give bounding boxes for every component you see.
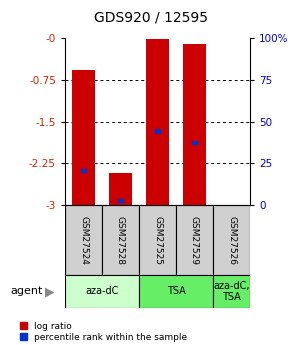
Bar bbox=[155, 129, 160, 132]
Bar bbox=[102, 205, 139, 275]
Bar bbox=[139, 205, 176, 275]
Bar bbox=[213, 275, 250, 308]
Text: ▶: ▶ bbox=[45, 285, 55, 298]
Legend: log ratio, percentile rank within the sample: log ratio, percentile rank within the sa… bbox=[20, 322, 187, 342]
Text: GDS920 / 12595: GDS920 / 12595 bbox=[95, 10, 208, 24]
Bar bbox=[146, 39, 168, 205]
Text: GSM27529: GSM27529 bbox=[190, 216, 199, 265]
Bar bbox=[183, 43, 206, 205]
Text: aza-dC: aza-dC bbox=[85, 286, 119, 296]
Bar bbox=[65, 205, 102, 275]
Bar bbox=[213, 205, 250, 275]
Bar bbox=[81, 169, 86, 172]
Text: GSM27524: GSM27524 bbox=[79, 216, 88, 264]
Bar bbox=[72, 70, 95, 205]
Text: agent: agent bbox=[11, 286, 43, 296]
Text: GSM27525: GSM27525 bbox=[153, 216, 162, 265]
Bar bbox=[192, 141, 197, 144]
Bar bbox=[118, 199, 123, 202]
Text: GSM27526: GSM27526 bbox=[227, 216, 236, 265]
Bar bbox=[109, 173, 132, 205]
Bar bbox=[176, 205, 213, 275]
Bar bbox=[65, 275, 139, 308]
Text: TSA: TSA bbox=[167, 286, 185, 296]
Text: aza-dC,
TSA: aza-dC, TSA bbox=[213, 281, 250, 302]
Text: GSM27528: GSM27528 bbox=[116, 216, 125, 265]
Bar bbox=[139, 275, 213, 308]
